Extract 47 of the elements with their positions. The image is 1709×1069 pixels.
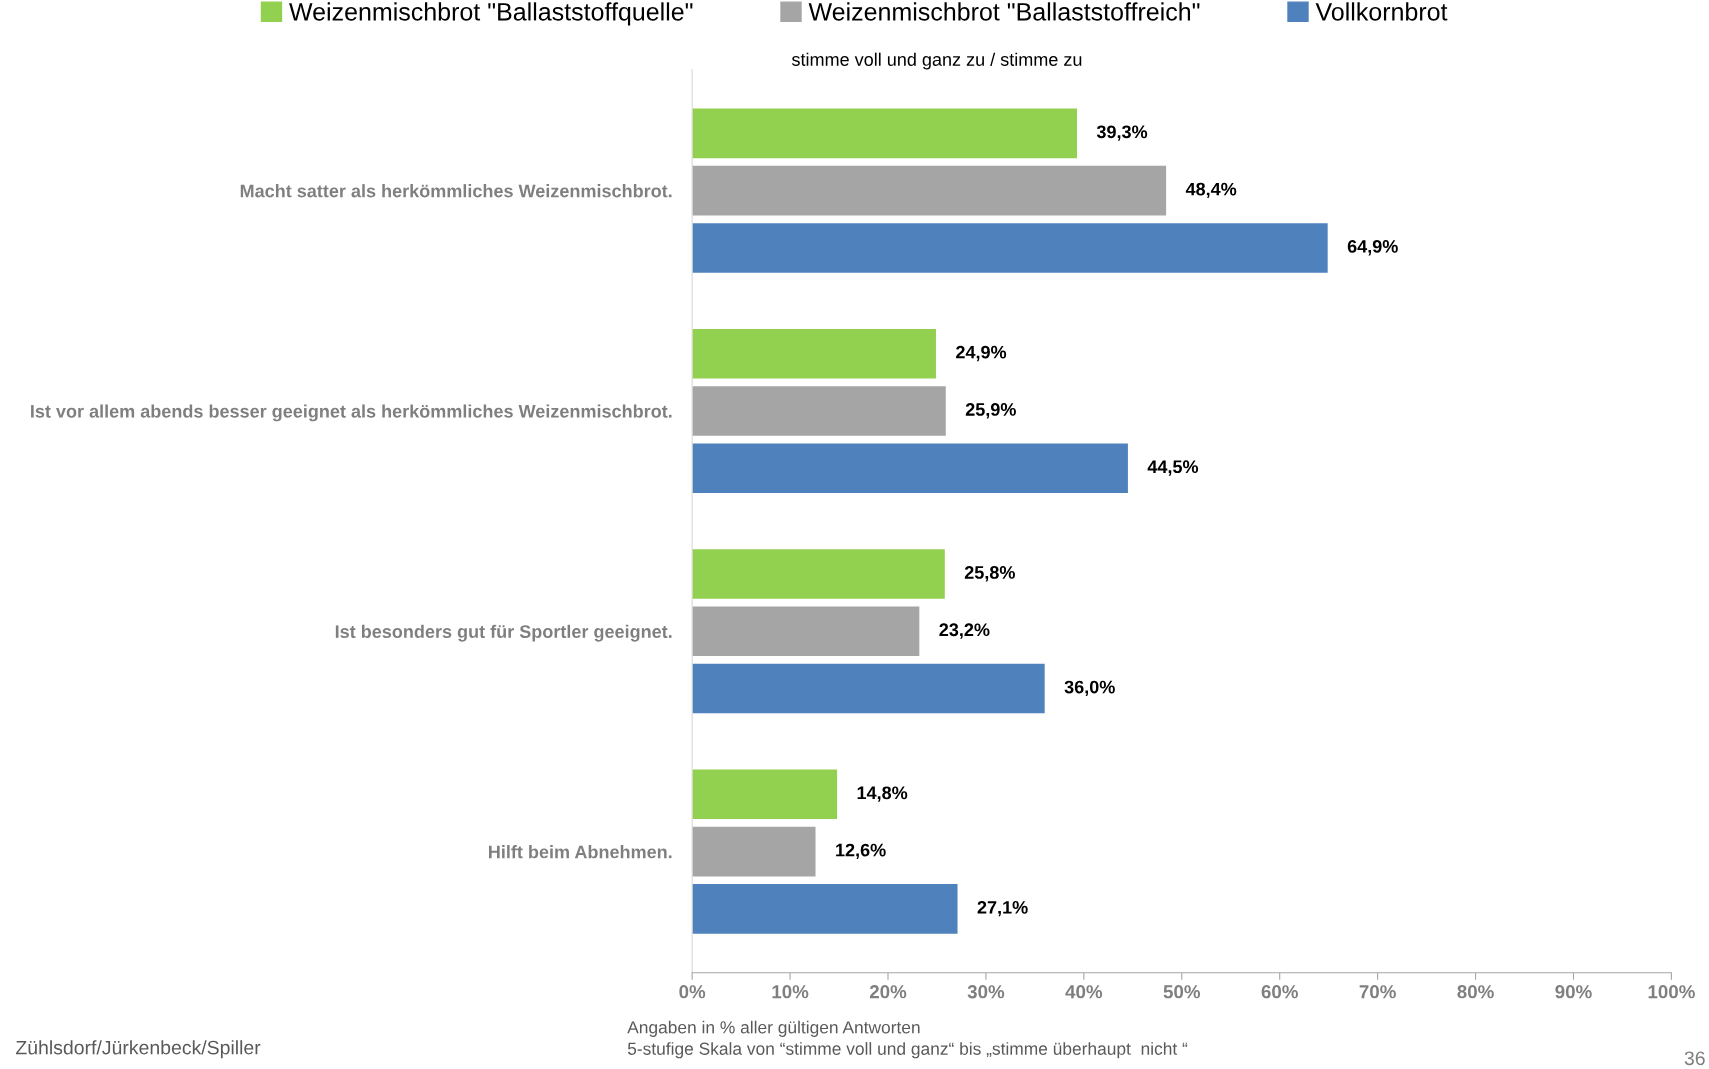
data-label: 27,1% xyxy=(977,900,1028,917)
x-tick-label: 90% xyxy=(1555,985,1592,999)
x-tick-label: 10% xyxy=(772,985,809,999)
y-tick-label: Macht satter als herkömmliches Weizenmischbrot. xyxy=(240,184,672,198)
legend-label: Vollkornbrot xyxy=(1315,2,1448,21)
bar xyxy=(692,328,936,379)
x-tick-label: 30% xyxy=(967,985,1005,999)
data-label: 36,0% xyxy=(1064,680,1115,697)
bar xyxy=(692,769,838,820)
x-tick-label: 50% xyxy=(1163,985,1201,999)
x-tick-label: 70% xyxy=(1359,985,1396,999)
legend-label: Weizenmischbrot "Ballaststoffquelle" xyxy=(289,2,693,26)
bar xyxy=(692,386,946,436)
x-tick-label: 60% xyxy=(1261,985,1298,999)
x-tick-label: 0% xyxy=(679,985,706,999)
data-label: 44,5% xyxy=(1147,460,1199,476)
bar xyxy=(692,223,1328,273)
x-tick-label: 20% xyxy=(869,985,907,999)
bar xyxy=(692,884,958,934)
data-label: 25,9% xyxy=(965,403,1016,419)
bar xyxy=(692,443,1128,494)
y-tick-label: Ist vor allem abends besser geeignet als herkömmliches Weizenmischbrot. xyxy=(31,404,672,422)
bar xyxy=(692,165,1167,216)
bar xyxy=(692,549,945,599)
y-tick-label: Ist besonders gut für Sportler geeignet. xyxy=(335,624,672,642)
data-label: 48,4% xyxy=(1185,182,1237,199)
data-label: 14,8% xyxy=(857,786,908,802)
data-label: 64,9% xyxy=(1347,240,1398,256)
y-tick-label: Hilft beim Abnehmen. xyxy=(489,845,672,859)
text: 36 xyxy=(1684,1051,1705,1066)
text: Zühlsdorf/Jürkenbeck/Spiller xyxy=(16,1040,261,1059)
data-label: 39,3% xyxy=(1096,125,1148,141)
x-tick-label: 80% xyxy=(1457,985,1494,999)
bar xyxy=(692,108,1077,159)
data-label: 24,9% xyxy=(956,345,1007,362)
text: 5-stufige Skala von “stimme voll und ganz“ bis „stimme überhaupt nicht “ xyxy=(627,1042,1188,1059)
legend-label: Weizenmischbrot "Ballaststoffreich" xyxy=(808,2,1200,21)
x-tick-label: 100% xyxy=(1648,985,1695,999)
bar xyxy=(692,826,816,877)
text: Angaben in % aller gültigen Antworten xyxy=(627,1020,920,1037)
bar xyxy=(692,663,1045,714)
data-label: 23,2% xyxy=(939,623,990,639)
data-label: 12,6% xyxy=(836,843,886,860)
x-tick-label: 40% xyxy=(1065,985,1103,999)
chart-subtitle: stimme voll und ganz zu / stimme zu xyxy=(791,52,1082,70)
bar xyxy=(692,606,920,657)
data-label: 25,8% xyxy=(964,566,1015,582)
